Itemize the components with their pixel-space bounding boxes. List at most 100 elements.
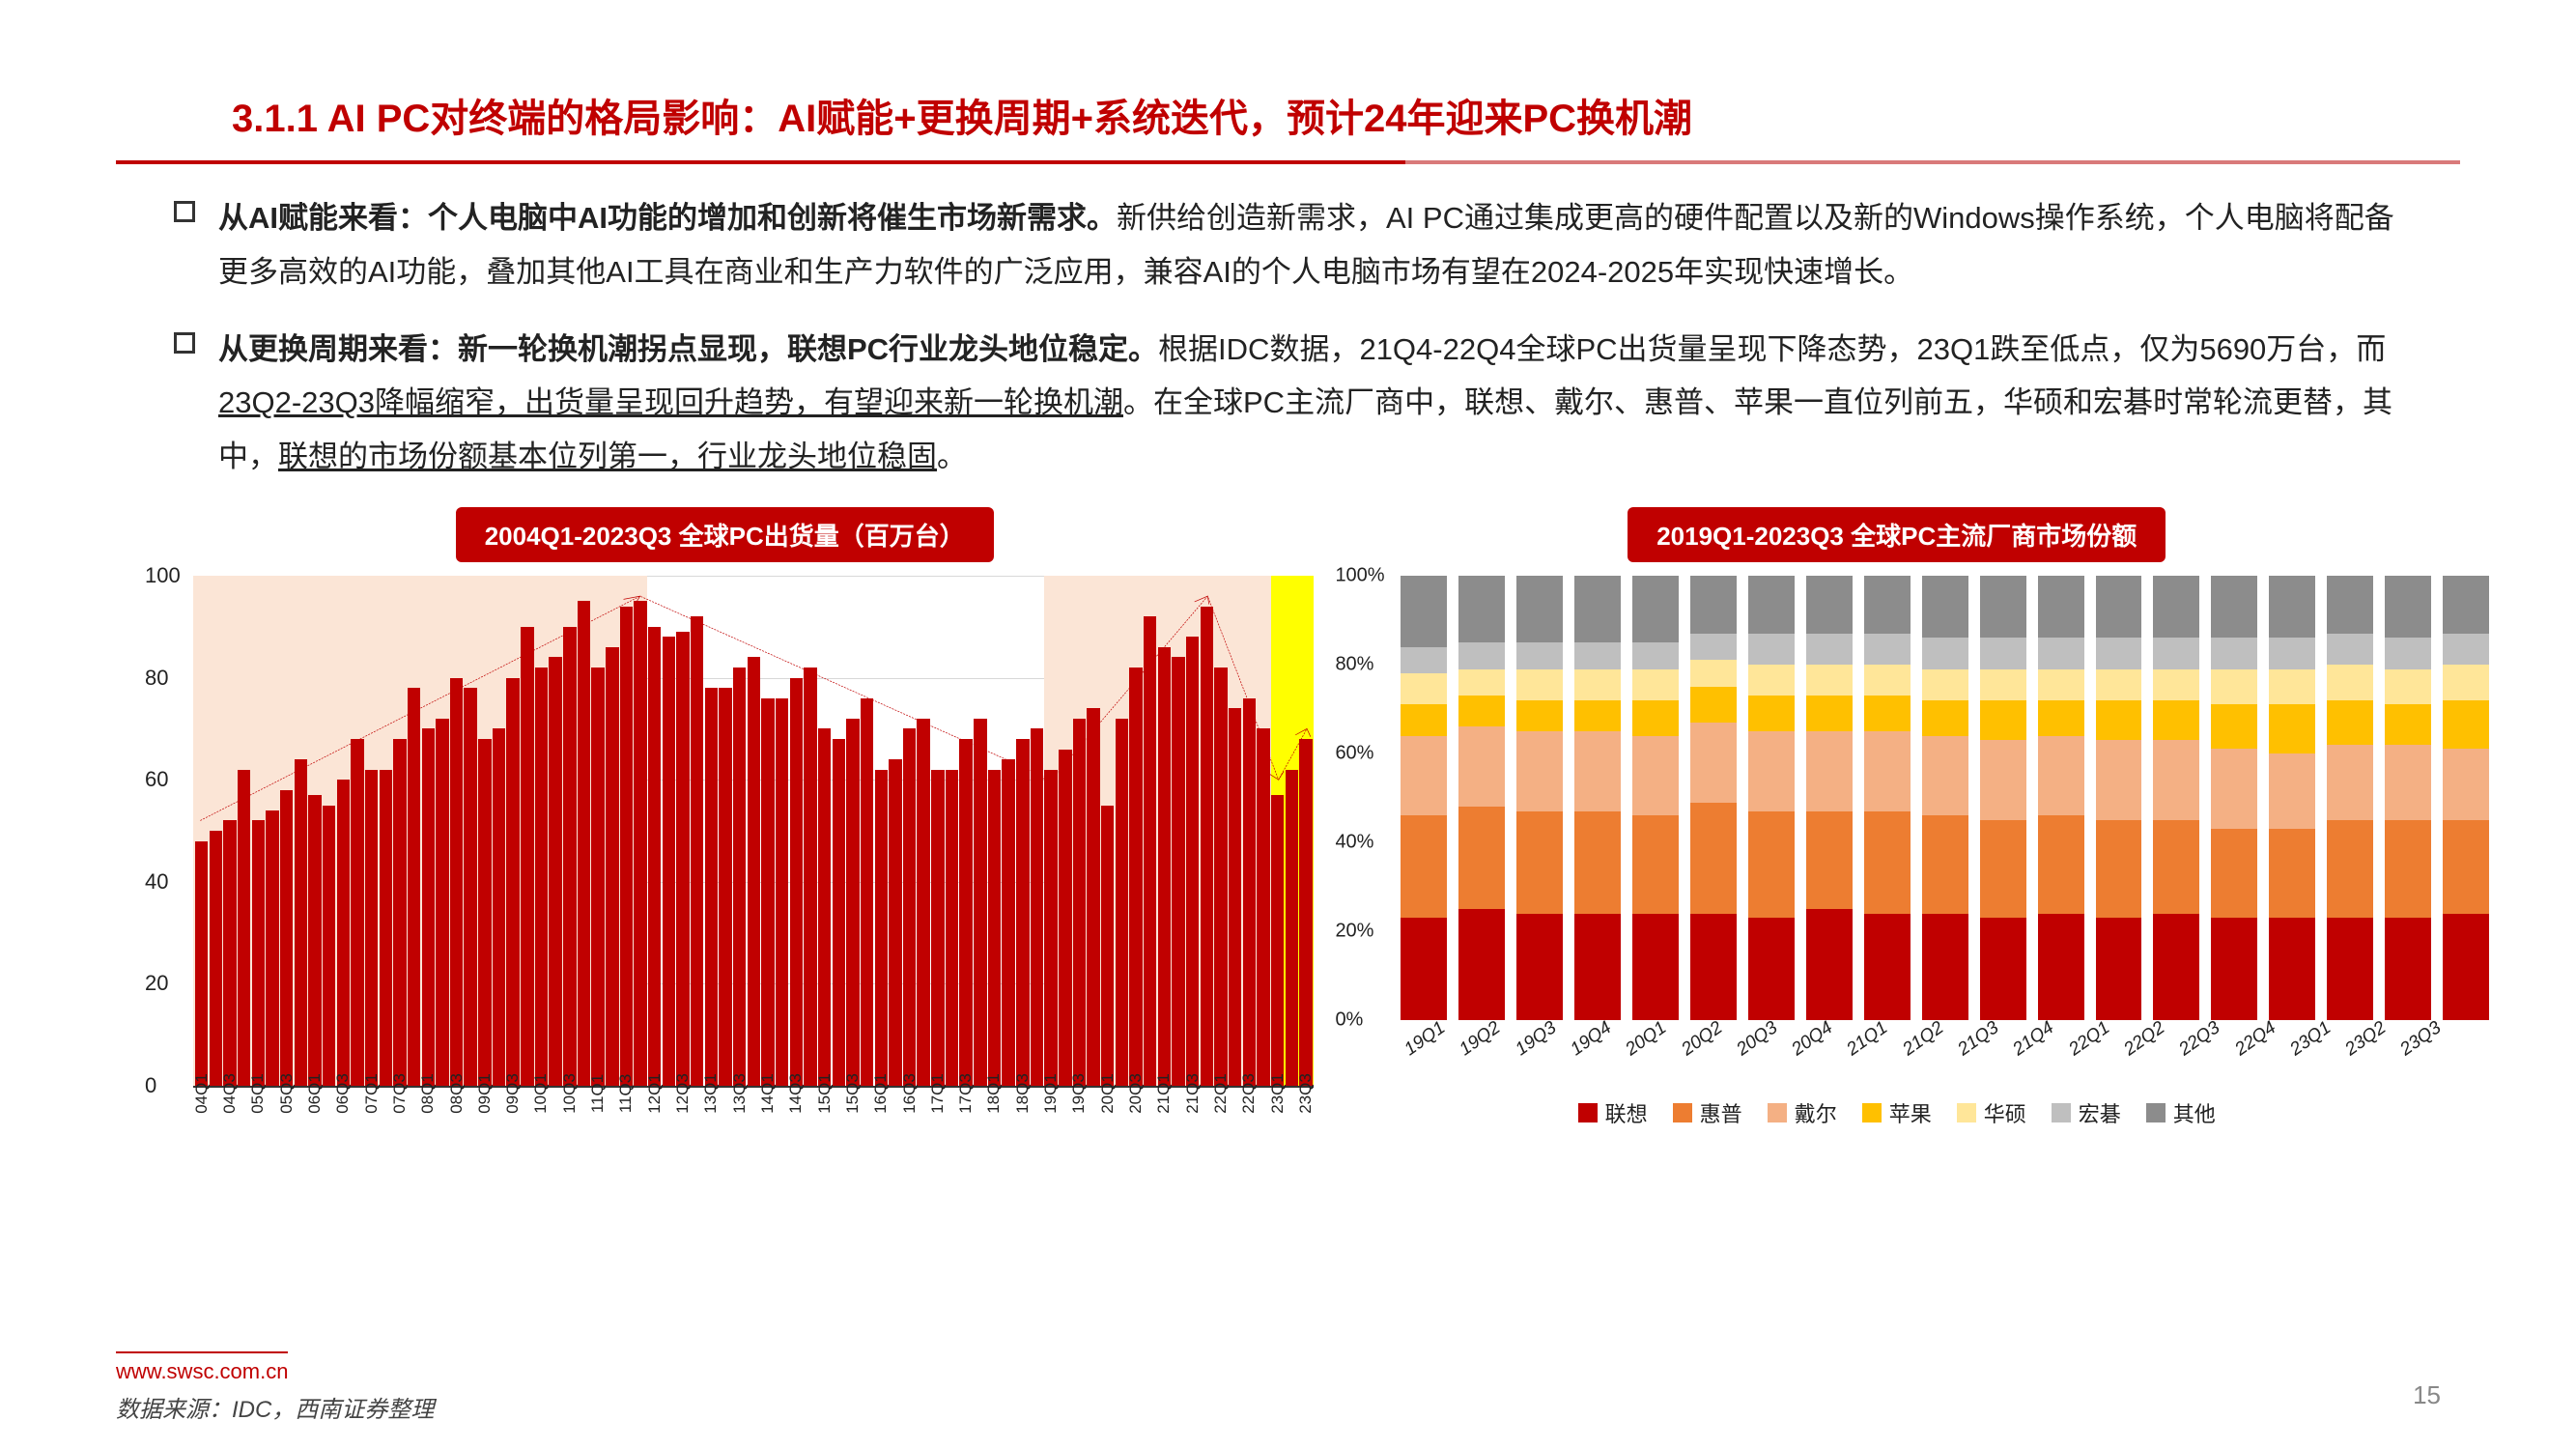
segment bbox=[2096, 638, 2142, 668]
bar bbox=[380, 770, 392, 1086]
legend-item: 惠普 bbox=[1673, 1097, 1742, 1128]
bar bbox=[578, 601, 590, 1086]
segment bbox=[1516, 811, 1563, 914]
stacked-bar bbox=[2269, 576, 2315, 1020]
segment bbox=[1401, 736, 1447, 816]
x-tick-label: 23Q1 bbox=[2286, 1017, 2335, 1061]
x-tick-label: 22Q2 bbox=[2120, 1017, 2169, 1061]
stacked-bar bbox=[2038, 576, 2084, 1020]
stacked-bar bbox=[2211, 576, 2257, 1020]
x-tick: 21Q2 bbox=[1899, 1020, 1942, 1088]
x-tick: 22Q1 bbox=[1214, 1088, 1227, 1165]
x-tick: 15Q3 bbox=[846, 1088, 859, 1165]
bar bbox=[408, 688, 420, 1086]
segment bbox=[2443, 665, 2489, 700]
segment bbox=[2269, 576, 2315, 638]
legend-label: 宏碁 bbox=[2079, 1097, 2121, 1128]
y-tick-label: 80 bbox=[145, 666, 168, 691]
legend-label: 华硕 bbox=[1984, 1097, 2026, 1128]
segment bbox=[1516, 669, 1563, 700]
bullet-1-text: 从AI赋能来看：个人电脑中AI功能的增加和创新将催生市场新需求。新供给创造新需求… bbox=[218, 191, 2421, 299]
x-tick-label: 20Q1 bbox=[1622, 1017, 1671, 1061]
bar bbox=[1286, 770, 1298, 1086]
bar bbox=[761, 698, 774, 1086]
segment bbox=[2269, 753, 2315, 829]
bar bbox=[917, 719, 929, 1086]
bullet-2-pre: 根据IDC数据，21Q4-22Q4全球PC出货量呈现下降态势，23Q1跌至低点，… bbox=[1158, 332, 2386, 366]
segment bbox=[2443, 634, 2489, 665]
segment bbox=[1922, 700, 1968, 736]
x-tick: 19Q2 bbox=[1457, 1020, 1500, 1088]
y-tick-label: 20 bbox=[145, 971, 168, 996]
segment bbox=[1922, 576, 1968, 638]
site-url: www.swsc.com.cn bbox=[116, 1351, 288, 1384]
segment bbox=[1690, 803, 1737, 914]
x-tick-label: 21Q1 bbox=[1844, 1017, 1893, 1061]
segment bbox=[1458, 642, 1505, 669]
segment bbox=[2327, 918, 2373, 1020]
bar bbox=[422, 728, 435, 1086]
legend-label: 其他 bbox=[2173, 1097, 2216, 1128]
x-tick-label: 23Q2 bbox=[2341, 1017, 2391, 1061]
x-tick: 08Q1 bbox=[422, 1088, 435, 1165]
segment bbox=[1980, 700, 2026, 740]
bar bbox=[1087, 708, 1099, 1086]
page-title: 3.1.1 AI PC对终端的格局影响：AI赋能+更换周期+系统迭代，预计24年… bbox=[116, 87, 2460, 143]
stacked-bar bbox=[1632, 576, 1679, 1020]
x-tick: 22Q3 bbox=[1243, 1088, 1256, 1165]
legend-swatch bbox=[1862, 1103, 1882, 1122]
segment bbox=[2385, 820, 2431, 918]
x-tick: 18Q3 bbox=[1016, 1088, 1029, 1165]
bar bbox=[1044, 770, 1057, 1086]
segment bbox=[2038, 576, 2084, 638]
x-tick: 08Q3 bbox=[450, 1088, 463, 1165]
x-tick: 20Q4 bbox=[1789, 1020, 1832, 1088]
segment bbox=[1922, 815, 1968, 913]
bar bbox=[875, 770, 888, 1086]
legend-swatch bbox=[1957, 1103, 1976, 1122]
bar bbox=[648, 627, 661, 1086]
bar bbox=[903, 728, 916, 1086]
segment bbox=[1864, 731, 1911, 811]
segment bbox=[1806, 576, 1853, 634]
bullet-2-post: 。 bbox=[937, 440, 967, 473]
bar bbox=[889, 759, 901, 1086]
x-tick-label: 21Q4 bbox=[2009, 1017, 2058, 1061]
segment bbox=[2096, 700, 2142, 740]
x-tick: 06Q1 bbox=[308, 1088, 321, 1165]
segment bbox=[1458, 726, 1505, 807]
segment bbox=[1864, 634, 1911, 665]
segment bbox=[2096, 669, 2142, 700]
x-tick-label: 23Q3 bbox=[1296, 1073, 1316, 1114]
x-tick: 14Q1 bbox=[761, 1088, 774, 1165]
legend-label: 联想 bbox=[1605, 1097, 1648, 1128]
bar bbox=[818, 728, 831, 1086]
bar bbox=[563, 627, 576, 1086]
segment bbox=[1632, 815, 1679, 913]
segment bbox=[2443, 914, 2489, 1020]
x-tick: 07Q1 bbox=[365, 1088, 378, 1165]
stacked-bar bbox=[1806, 576, 1853, 1020]
bar bbox=[1002, 759, 1014, 1086]
stacked-bar bbox=[1922, 576, 1968, 1020]
bar bbox=[1031, 728, 1043, 1086]
segment bbox=[2327, 745, 2373, 820]
segment bbox=[2327, 634, 2373, 665]
segment bbox=[1806, 811, 1853, 909]
x-tick: 19Q3 bbox=[1512, 1020, 1555, 1088]
segment bbox=[1806, 696, 1853, 731]
x-tick-label: 22Q1 bbox=[2065, 1017, 2114, 1061]
stacked-bar bbox=[1458, 576, 1505, 1020]
bar bbox=[1214, 668, 1227, 1086]
bar bbox=[591, 668, 604, 1086]
x-tick: 10Q3 bbox=[563, 1088, 576, 1165]
y-tick-label: 0% bbox=[1335, 1009, 1363, 1031]
legend-item: 其他 bbox=[2146, 1097, 2216, 1128]
x-tick: 04Q1 bbox=[195, 1088, 208, 1165]
bar bbox=[535, 668, 548, 1086]
segment bbox=[2096, 918, 2142, 1020]
segment bbox=[2096, 820, 2142, 918]
x-tick: 20Q1 bbox=[1101, 1088, 1114, 1165]
segment bbox=[1516, 731, 1563, 811]
bar bbox=[634, 601, 646, 1086]
